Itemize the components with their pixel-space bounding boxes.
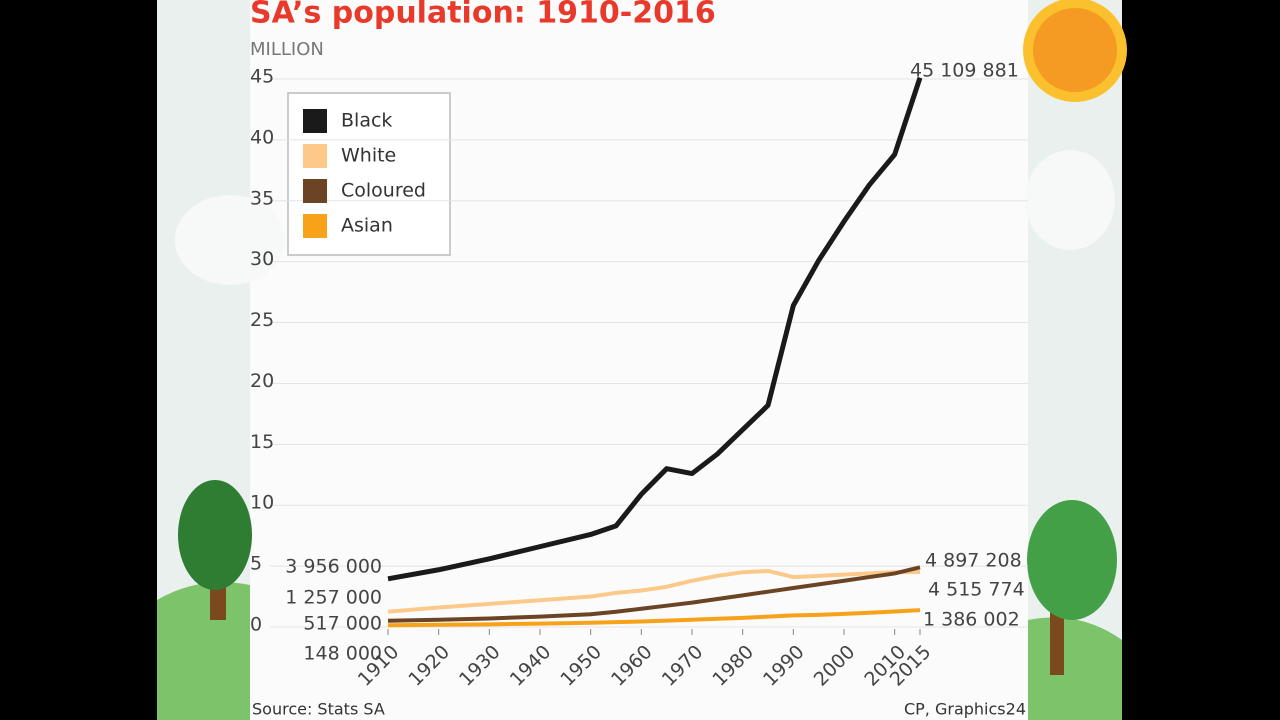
series-line <box>387 568 921 614</box>
value-label: 3 956 000 <box>285 556 382 578</box>
value-label: 1 386 002 <box>923 609 1020 631</box>
y-tick-label: 10 <box>250 492 274 514</box>
y-tick-label: 20 <box>250 370 274 392</box>
series-line <box>387 76 923 582</box>
series-line <box>387 608 921 628</box>
y-tick-label: 45 <box>250 66 274 88</box>
credit: CP, Graphics24 <box>904 700 1026 719</box>
y-tick-label: 5 <box>250 553 262 575</box>
source: Source: Stats SA <box>252 700 385 719</box>
value-label: 45 109 881 <box>910 60 1019 82</box>
chart-title: SA’s population: 1910-2016 <box>250 0 716 31</box>
y-tick-label: 0 <box>250 614 262 636</box>
legend-label: White <box>341 145 396 167</box>
legend-swatch <box>303 109 327 133</box>
legend-swatch <box>303 144 327 168</box>
y-tick-label: 30 <box>250 248 274 270</box>
legend-label: Black <box>341 110 392 132</box>
y-tick-label: 15 <box>250 431 274 453</box>
value-label: 4 515 774 <box>928 579 1025 601</box>
y-tick-label: 35 <box>250 187 274 209</box>
value-label: 148 000 <box>303 643 382 665</box>
series-line <box>387 565 921 623</box>
value-label: 4 897 208 <box>925 550 1022 572</box>
legend-swatch <box>303 214 327 238</box>
decoration <box>157 0 1127 720</box>
y-tick-label: 40 <box>250 126 274 148</box>
value-label: 517 000 <box>303 613 382 635</box>
y-tick-label: 25 <box>250 309 274 331</box>
legend-swatch <box>303 179 327 203</box>
legend-label: Asian <box>341 215 393 237</box>
y-axis-label: MILLION <box>250 39 324 60</box>
value-label: 1 257 000 <box>285 587 382 609</box>
legend-label: Coloured <box>341 180 426 202</box>
